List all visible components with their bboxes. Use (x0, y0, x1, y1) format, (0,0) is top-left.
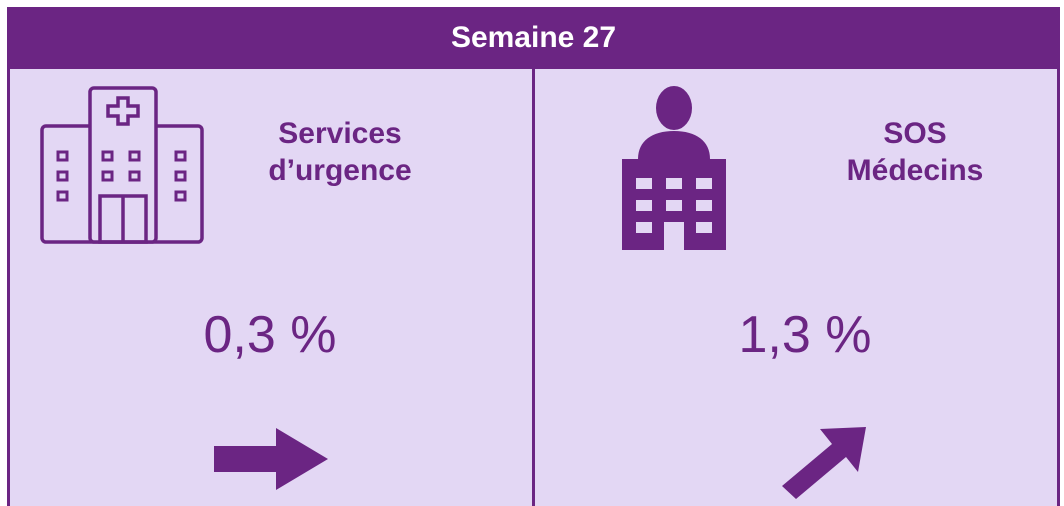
panel-value: 0,3 % (203, 306, 337, 364)
title-line: d’urgence (268, 154, 412, 187)
title-line: Services (278, 117, 402, 150)
trend-arrow-right (214, 428, 328, 490)
title-line: Médecins (846, 154, 984, 187)
panel-value: 1,3 % (738, 306, 872, 364)
hospital-icon (40, 86, 204, 244)
divider (532, 69, 535, 506)
panel-title: Services d’urgence (210, 115, 470, 189)
panel-title: SOS Médecins (785, 115, 1045, 189)
trend-arrow-up-right (782, 427, 866, 499)
title-line: SOS (883, 117, 947, 150)
header: Semaine 27 (7, 7, 1060, 69)
doctor-icon (622, 86, 726, 250)
